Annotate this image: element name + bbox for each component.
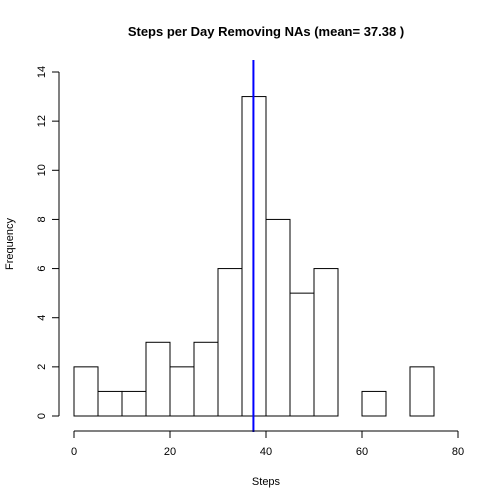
y-tick-label-1: 2 [36, 364, 48, 370]
x-tick-label-2: 40 [260, 446, 272, 458]
y-tick-label-5: 10 [36, 164, 48, 176]
y-tick-label-7: 14 [36, 66, 48, 78]
y-tick-label-6: 12 [36, 115, 48, 127]
chart-title: Steps per Day Removing NAs (mean= 37.38 … [128, 24, 404, 39]
x-tick-label-0: 0 [71, 446, 77, 458]
x-axis: 0 20 40 60 80 [71, 430, 464, 458]
x-tick-label-1: 20 [164, 446, 176, 458]
y-tick-label-2: 4 [36, 315, 48, 321]
histogram-bar-4 [169, 366, 195, 417]
y-tick-label-0: 0 [36, 413, 48, 419]
x-tick-label-4: 80 [452, 446, 464, 458]
histogram-bar-10 [313, 268, 339, 417]
histogram-bar-12 [361, 390, 387, 417]
x-tick-label-3: 60 [356, 446, 368, 458]
histogram-bar-9 [289, 292, 315, 417]
histogram-bar-0 [73, 366, 99, 417]
histogram-bars [73, 96, 435, 417]
y-tick-label-3: 6 [36, 266, 48, 272]
histogram-bar-14 [409, 366, 435, 417]
histogram-bar-5 [193, 341, 219, 417]
histogram-bar-3 [145, 341, 171, 417]
histogram-bar-6 [217, 268, 243, 417]
histogram-bar-2 [121, 390, 147, 417]
histogram-bar-8 [265, 218, 291, 417]
y-axis: 0 2 4 6 8 10 12 14 [36, 66, 60, 419]
y-tick-label-4: 8 [36, 216, 48, 222]
y-axis-label: Frequency [4, 218, 16, 270]
x-axis-label: Steps [252, 476, 281, 488]
histogram-bar-1 [97, 390, 123, 417]
